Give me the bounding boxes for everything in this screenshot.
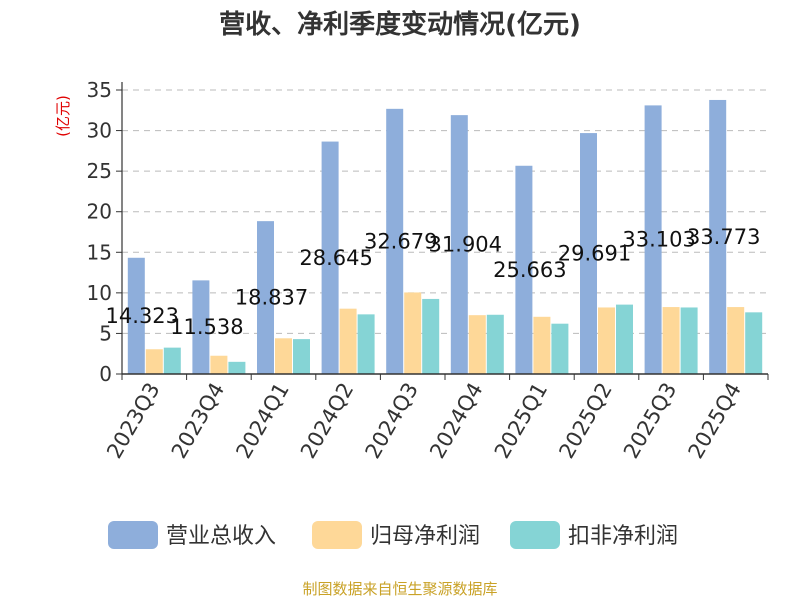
legend-label: 营业总收入 [166,524,276,549]
bar [422,298,440,374]
bar [404,292,422,374]
legend-swatch [510,521,560,549]
bar [745,312,763,374]
bar [293,339,310,374]
x-tick-label: 2025Q2 [554,379,616,463]
bars [127,99,763,375]
x-tick-label: 2024Q1 [231,379,293,463]
data-label: 14.323 [106,304,179,328]
bar [210,355,228,374]
x-tick-label: 2024Q3 [361,379,423,463]
data-label: 25.663 [493,258,566,282]
bar [486,314,504,374]
y-tick-label: 30 [87,119,112,143]
y-axis-ticks: 0 5 10 15 20 25 30 35 [87,78,122,386]
x-tick-label: 2023Q3 [102,379,164,463]
y-axis-label: (亿元) [54,95,72,137]
legend: 营业总收入 归母净利润 扣非净利润 [108,521,678,549]
x-tick-label: 2025Q1 [490,379,552,463]
bar [192,280,210,374]
grid-lines [122,89,768,334]
bar [468,315,486,374]
data-label: 11.538 [170,315,243,339]
legend-swatch [312,521,362,549]
y-tick-label: 25 [87,159,112,183]
x-axis-ticks: 2023Q3 2023Q4 2024Q1 2024Q2 2024Q3 2024Q4 2025… [102,374,769,463]
bar [515,165,533,374]
data-label: 31.904 [429,233,502,257]
bar [662,307,680,374]
bar [551,323,569,374]
bar [275,338,292,374]
y-tick-label: 15 [87,240,112,264]
x-tick-label: 2025Q3 [619,379,681,463]
data-label: 33.103 [622,228,695,252]
bar [450,115,468,374]
bar [580,133,597,374]
bar [616,304,633,374]
bar [321,141,339,374]
bar [357,314,375,374]
bar [680,307,698,374]
bar [339,308,357,374]
legend-label: 扣非净利润 [568,524,678,549]
y-tick-label: 35 [87,78,112,102]
y-tick-label: 5 [99,321,112,345]
x-tick-label: 2025Q4 [684,379,746,463]
data-label: 32.679 [364,229,437,253]
data-label: 33.773 [687,225,760,249]
bar [644,105,662,375]
y-tick-label: 10 [87,281,112,305]
x-tick-label: 2023Q4 [167,379,229,463]
x-tick-label: 2024Q2 [296,379,358,463]
legend-swatch [108,521,158,549]
chart-title: 营收、净利季度变动情况(亿元) [219,9,581,40]
source-note: 制图数据来自恒生聚源数据库 [302,580,497,598]
data-label: 28.645 [299,246,372,270]
y-tick-label: 20 [87,200,112,224]
bar [127,257,145,374]
bar [228,361,246,374]
bar [709,99,727,374]
data-label: 18.837 [235,286,308,310]
legend-label: 归母净利润 [370,524,480,549]
bar [145,349,163,374]
y-tick-label: 0 [99,362,112,386]
bar [533,316,551,374]
bar [386,108,404,375]
x-tick-label: 2024Q4 [425,379,487,463]
bar [257,221,274,374]
bar [598,307,615,374]
bar [163,347,181,374]
bar [727,307,745,374]
data-label: 29.691 [558,242,631,266]
